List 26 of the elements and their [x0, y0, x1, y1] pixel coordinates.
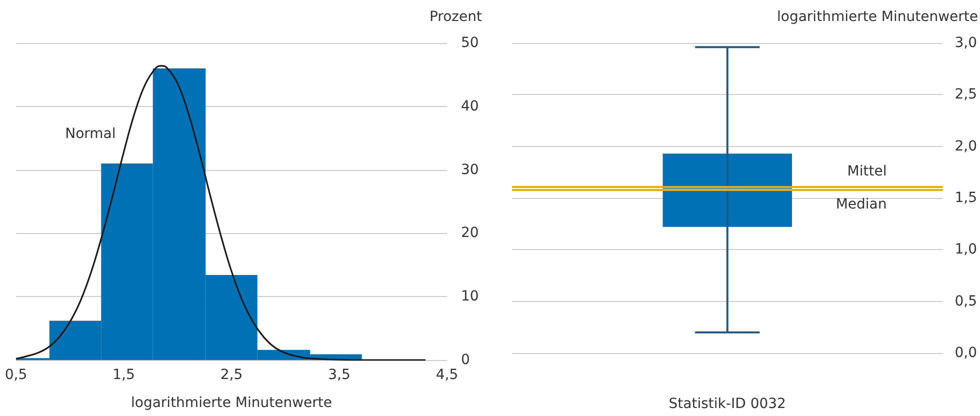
y-tick-label: 0,5 — [954, 293, 977, 310]
x-tick-label: 4,5 — [436, 367, 458, 383]
x-tick-label: 0,5 — [4, 367, 28, 383]
y-tick-label: 30 — [461, 162, 479, 178]
ref-line-label: Mittel — [847, 164, 887, 180]
line-series — [15, 65, 426, 361]
y-tick-label: 2,0 — [954, 138, 977, 154]
annotation: Normal — [65, 126, 116, 142]
y-tick-label: 1,5 — [954, 190, 977, 206]
y-tick-label: 40 — [461, 98, 479, 114]
x-tick-label: 1,5 — [112, 367, 135, 383]
y-tick-label: 1,0 — [954, 242, 977, 258]
ref-line-label: Median — [836, 196, 887, 213]
x-tick-label: 2,5 — [220, 367, 243, 383]
x-tick-label: 3,5 — [328, 367, 350, 383]
y-tick-label: 10 — [461, 288, 479, 305]
x-axis-title: logarithmierte Minutenwerte — [131, 395, 332, 411]
x-axis-title: Statistik-ID 0032 — [668, 396, 786, 412]
y-tick-label: 0 — [461, 352, 470, 368]
y-tick-label: 3,0 — [954, 35, 977, 51]
y-tick-label: 50 — [461, 35, 479, 51]
y-axis-title: logarithmierte Minutenwerte — [777, 9, 978, 25]
y-axis-title: Prozent — [429, 9, 483, 25]
y-tick-label: 20 — [461, 225, 479, 242]
y-tick-label: 0,0 — [954, 345, 977, 361]
y-tick-label: 2,5 — [954, 86, 977, 103]
